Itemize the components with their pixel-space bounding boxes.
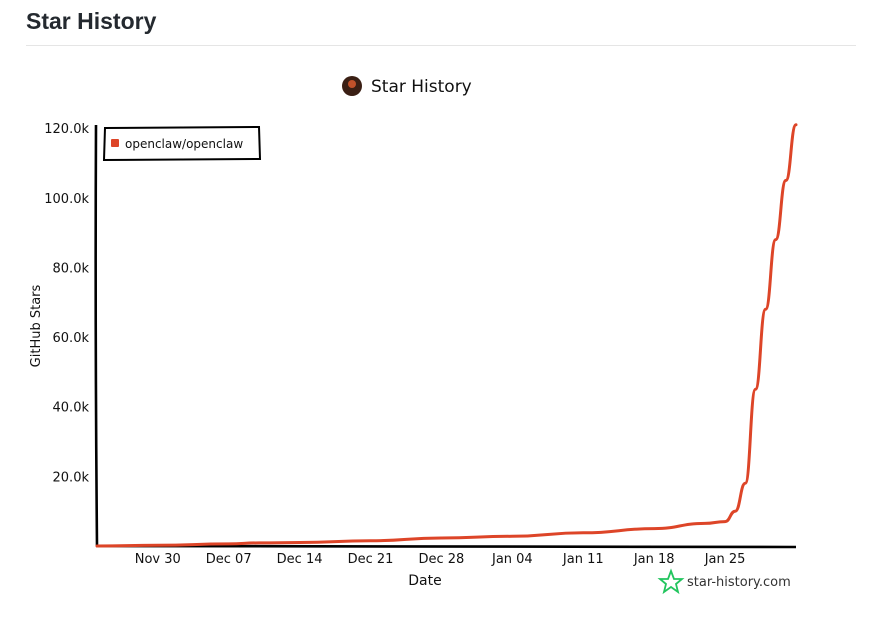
avatar-icon-detail xyxy=(348,80,356,88)
y-tick-labels: 20.0k 40.0k 60.0k 80.0k 100.0k 120.0k xyxy=(44,122,89,485)
legend-swatch xyxy=(111,139,119,147)
title-divider xyxy=(26,45,856,46)
y-tick-label: 120.0k xyxy=(44,122,89,137)
watermark-text: star-history.com xyxy=(687,575,791,590)
x-tick-label: Dec 07 xyxy=(206,552,252,567)
x-tick-label: Jan 18 xyxy=(633,552,675,567)
x-axis-label: Date xyxy=(408,573,441,589)
x-tick-label: Dec 21 xyxy=(348,552,394,567)
watermark: star-history.com xyxy=(657,568,791,595)
x-tick-label: Dec 14 xyxy=(277,552,323,567)
x-axis-line xyxy=(95,544,797,549)
legend-entry: openclaw/openclaw xyxy=(125,137,243,151)
x-tick-label: Jan 25 xyxy=(704,552,746,567)
x-tick-label: Jan 11 xyxy=(562,552,604,567)
y-tick-label: 60.0k xyxy=(53,331,90,346)
page-title: Star History xyxy=(26,8,157,34)
y-tick-label: 40.0k xyxy=(53,401,90,416)
chart-header: Star History xyxy=(342,76,472,97)
star-icon xyxy=(657,568,685,595)
legend: openclaw/openclaw xyxy=(102,125,262,162)
series-layer xyxy=(95,123,798,548)
x-tick-label: Jan 04 xyxy=(491,552,533,567)
x-tick-label: Nov 30 xyxy=(135,552,181,567)
y-axis-line xyxy=(94,124,99,547)
y-axis-label: GitHub Stars xyxy=(29,284,44,367)
y-tick-label: 80.0k xyxy=(53,261,90,276)
series-line xyxy=(95,123,798,548)
x-tick-label: Dec 28 xyxy=(419,552,465,567)
x-tick-labels: Nov 30 Dec 07 Dec 14 Dec 21 Dec 28 Jan 04 Jan … xyxy=(135,552,746,567)
y-tick-label: 100.0k xyxy=(44,192,89,207)
y-tick-label: 20.0k xyxy=(53,470,90,485)
chart-title: Star History xyxy=(371,77,472,97)
legend-box xyxy=(102,125,262,162)
